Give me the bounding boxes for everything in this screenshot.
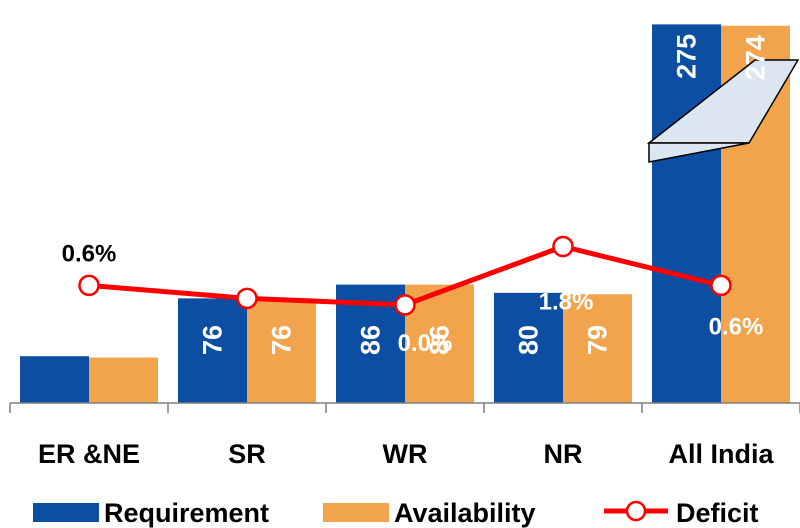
bar-label-availability-nr: 79 (583, 325, 613, 355)
category-label-all-india: All India (668, 439, 774, 469)
bars-layer (20, 24, 800, 404)
deficit-point-er-ne (78, 274, 100, 297)
legend: Requirement Availability Deficit (33, 498, 759, 528)
axis-break-marker-edge (648, 142, 750, 163)
bar-label-requirement-nr: 80 (514, 325, 544, 355)
bar-availability-wr (405, 284, 474, 403)
bar-label-requirement-er-ne: 34 (40, 325, 70, 355)
deficit-line-layer: 0.6% 0.2% 0.0% 1.8% 0.6% (62, 235, 764, 357)
legend-label-requirement: Requirement (104, 498, 269, 528)
bar-requirement-nr (494, 292, 563, 403)
bar-labels-layer: 34 33 76 76 86 86 80 79 275 274 (40, 34, 771, 355)
bar-label-availability-er-ne: 33 (109, 325, 139, 355)
deficit-point-nr (552, 235, 574, 258)
legend-swatch-availability (323, 503, 389, 522)
bar-requirement-all-india (652, 24, 721, 404)
bar-label-availability-all-india: 274 (741, 35, 771, 80)
category-label-nr: NR (544, 439, 583, 469)
bar-label-availability-wr: 86 (425, 325, 455, 355)
category-label-sr: SR (228, 439, 266, 469)
bar-availability-sr (247, 298, 316, 403)
legend-label-deficit: Deficit (676, 498, 759, 528)
deficit-label-nr: 1.8% (539, 288, 594, 315)
deficit-label-sr: 0.2% (223, 249, 278, 276)
category-label-wr: WR (383, 439, 428, 469)
bar-requirement-sr (178, 298, 247, 403)
deficit-label-er-ne: 0.6% (62, 240, 117, 267)
bar-availability-er-ne (89, 357, 158, 403)
deficit-point-sr (236, 287, 258, 310)
bar-label-availability-sr: 76 (267, 325, 297, 355)
legend-marker-deficit (625, 500, 647, 522)
deficit-point-all-india (710, 274, 732, 297)
deficit-label-wr: 0.0% (398, 330, 453, 357)
x-axis (9, 402, 800, 413)
legend-swatch-requirement (33, 503, 99, 522)
bar-label-requirement-all-india: 275 (672, 34, 702, 79)
deficit-label-all-india: 0.6% (709, 313, 764, 340)
bar-availability-nr (563, 294, 632, 403)
bar-requirement-er-ne (20, 356, 89, 403)
bar-label-requirement-sr: 76 (198, 325, 228, 355)
category-label-er-ne: ER &NE (38, 439, 140, 469)
bar-label-requirement-wr: 86 (356, 325, 386, 355)
deficit-point-wr (394, 294, 416, 316)
legend-label-availability: Availability (394, 498, 536, 528)
category-labels: ER &NE SR WR NR All India (38, 439, 774, 469)
